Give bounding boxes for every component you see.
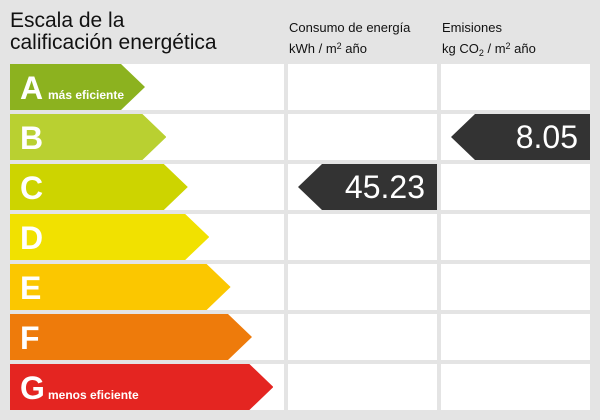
rating-letter: D <box>20 220 44 256</box>
emissions-cell <box>441 64 590 110</box>
emissions-header-label: Emisiones <box>442 20 502 35</box>
rating-letter: F <box>20 320 40 356</box>
consumption-cell <box>288 264 437 310</box>
title-line-2: calificación energética <box>10 31 217 54</box>
consumption-header: Consumo de energía kWh / m2 año <box>289 18 410 58</box>
emissions-unit: kg CO2 / m2 año <box>442 41 536 58</box>
consumption-badge-value: 45.23 <box>344 169 425 205</box>
rating-letter: C <box>20 170 44 206</box>
title-line-1: Escala de la <box>10 9 125 32</box>
emissions-cell <box>441 364 590 410</box>
consumption-cell <box>288 314 437 360</box>
consumption-cell <box>288 364 437 410</box>
rating-letter: G <box>20 370 45 406</box>
badge-pointer <box>451 114 590 160</box>
arrow-shape <box>10 114 167 160</box>
consumption-cell <box>288 114 437 160</box>
badge-pointer <box>298 164 437 210</box>
arrow-shape <box>10 164 188 210</box>
consumption-unit: kWh / m2 año <box>289 41 367 56</box>
arrow-shape <box>10 314 252 360</box>
rating-letter: E <box>20 270 42 306</box>
emissions-cell <box>441 164 590 210</box>
emissions-header: Emisiones kg CO2 / m2 año <box>442 18 536 63</box>
arrow-shape <box>10 364 274 410</box>
arrow-shape <box>10 214 210 260</box>
consumption-badge: 45.23 <box>298 164 437 210</box>
emissions-badge: 8.05 <box>451 114 590 160</box>
emissions-cell <box>441 314 590 360</box>
emissions-cell <box>441 264 590 310</box>
consumption-header-label: Consumo de energía <box>289 20 411 35</box>
rating-label: más eficiente <box>48 88 125 102</box>
rating-letter: B <box>20 120 44 156</box>
arrow-shape <box>10 264 231 310</box>
consumption-cell <box>288 214 437 260</box>
emissions-cell <box>441 214 590 260</box>
page-title: Escala de la calificación energética <box>10 10 217 54</box>
rating-letter: A <box>20 70 44 106</box>
arrow-shape <box>10 64 145 110</box>
rating-label: menos eficiente <box>48 388 139 402</box>
consumption-cell <box>288 64 437 110</box>
emissions-badge-value: 8.05 <box>515 119 578 155</box>
